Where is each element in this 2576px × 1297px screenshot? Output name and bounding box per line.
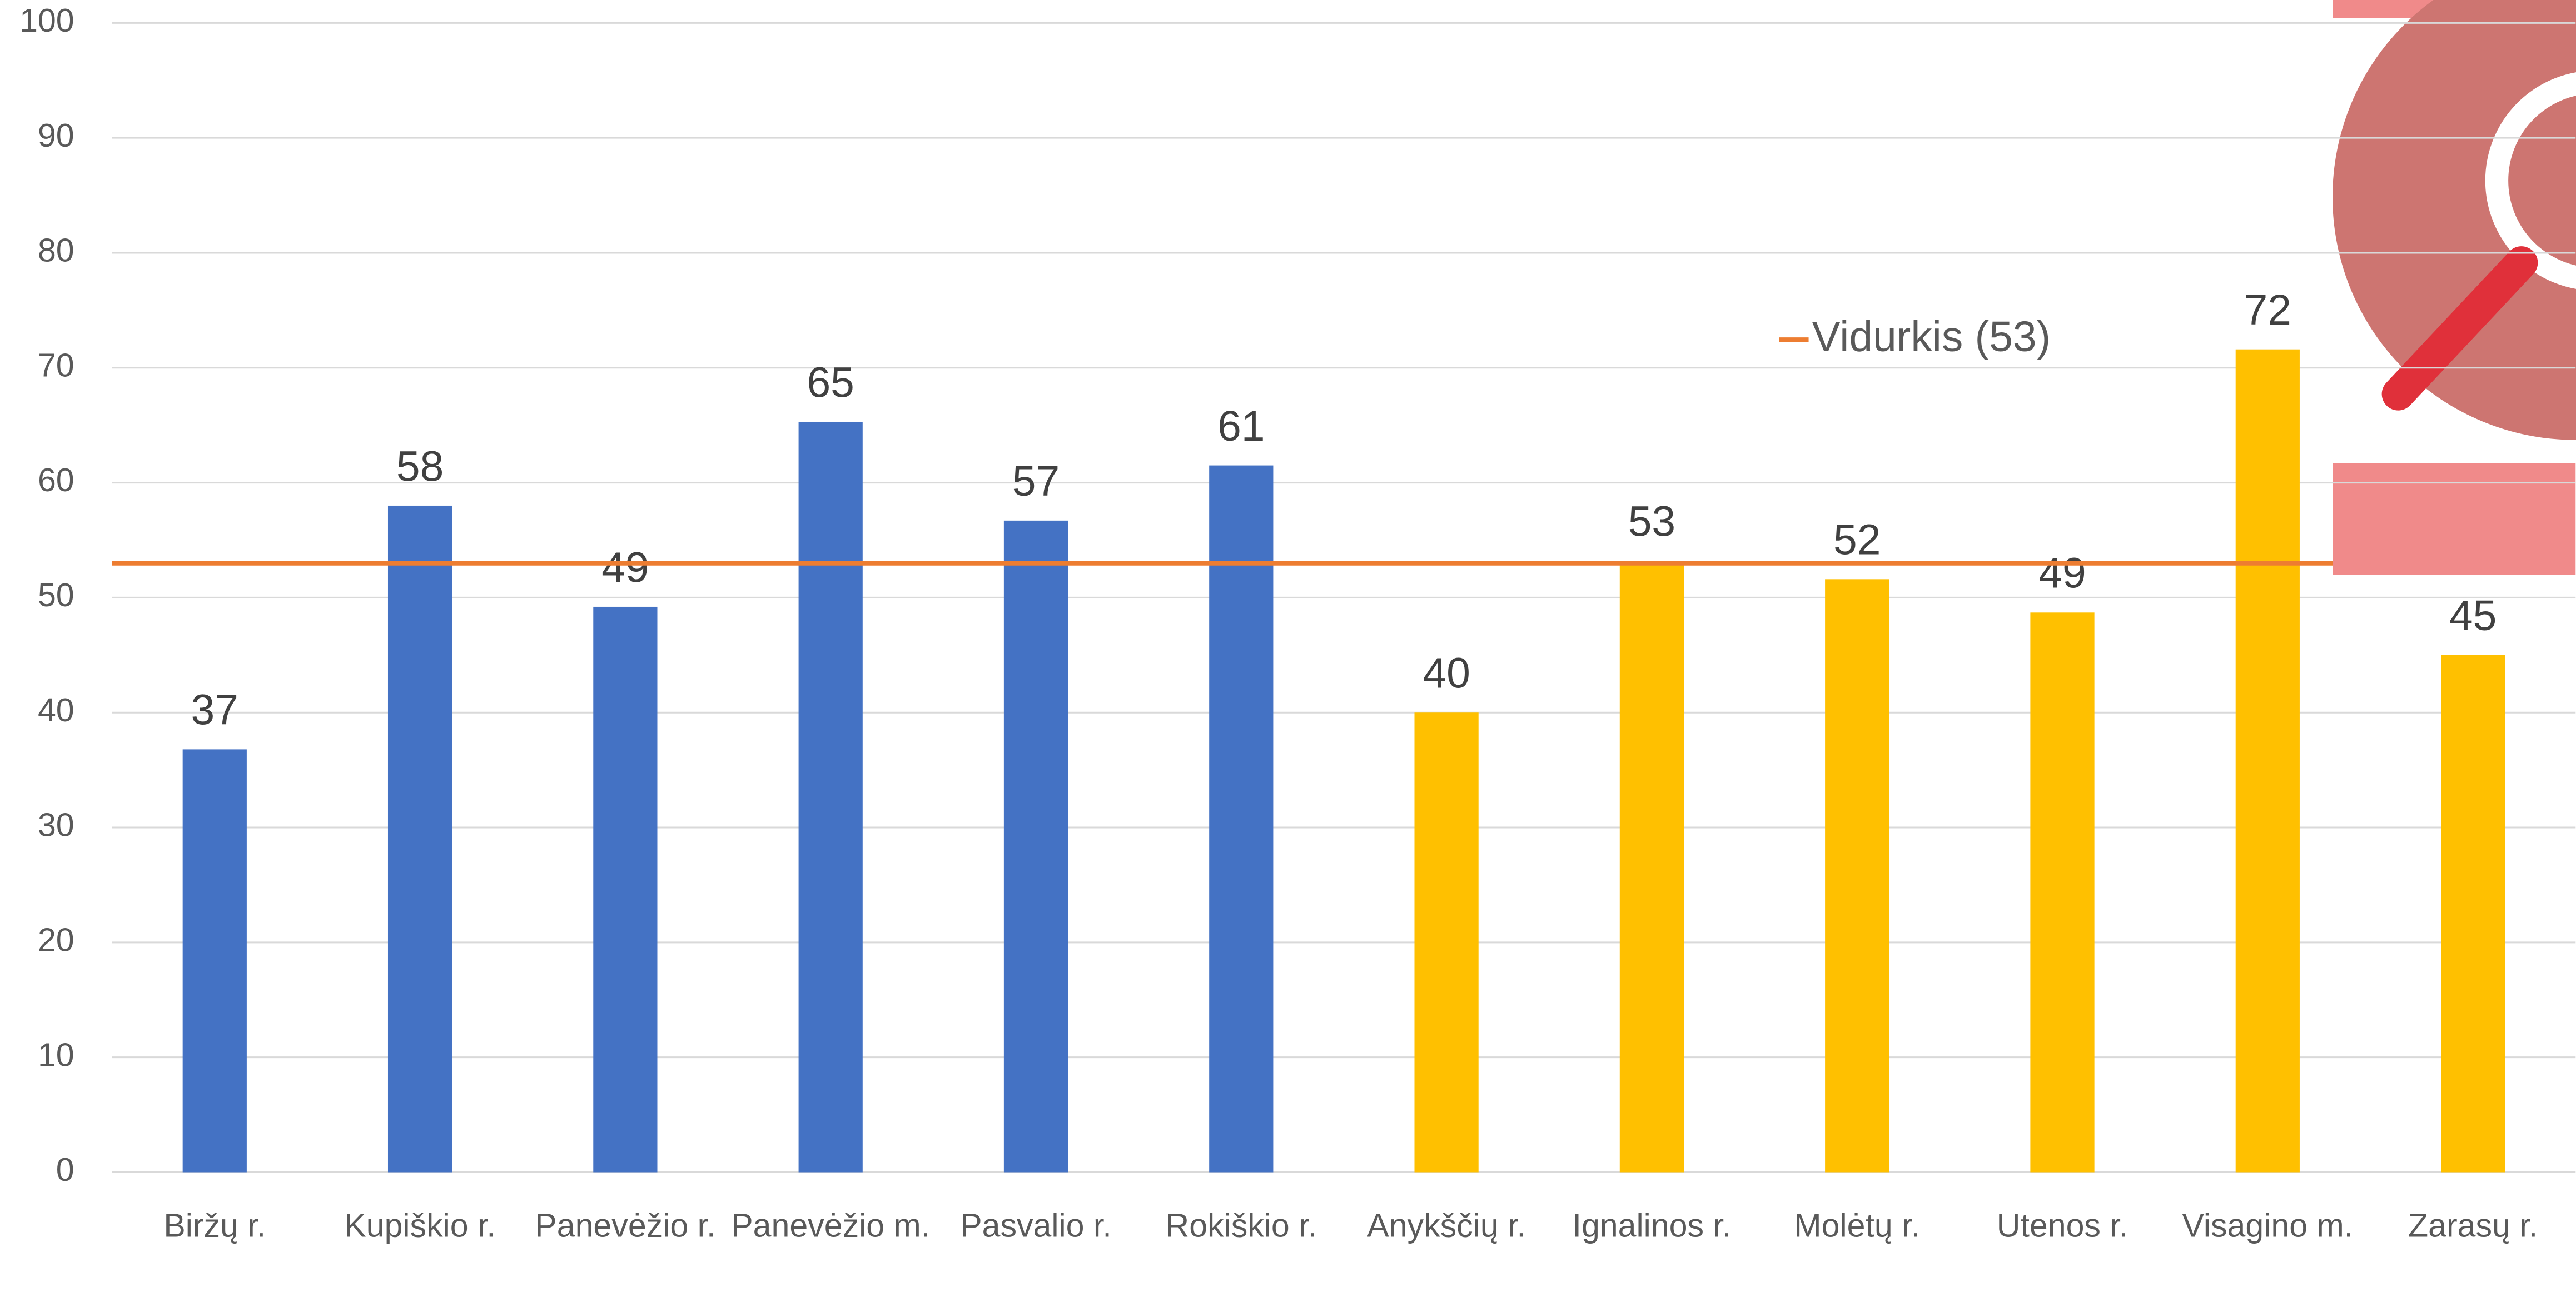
decor-handle bbox=[2381, 246, 2538, 411]
bar bbox=[1003, 520, 1068, 1173]
data-label: 49 bbox=[2038, 550, 2086, 597]
data-label: 52 bbox=[1833, 516, 1881, 564]
bars bbox=[182, 349, 2505, 1173]
x-tick-label: Ignalinos r. bbox=[1573, 1208, 1732, 1244]
data-label: 57 bbox=[1012, 457, 1060, 505]
bar bbox=[2441, 655, 2505, 1173]
data-label: 58 bbox=[396, 442, 444, 490]
x-tick-label: Visagino m. bbox=[2182, 1208, 2354, 1244]
y-tick-label: 70 bbox=[38, 347, 74, 383]
y-tick-label: 0 bbox=[56, 1151, 74, 1188]
x-tick-label: Utenos r. bbox=[1997, 1208, 2128, 1244]
bar bbox=[1619, 561, 1684, 1173]
y-tick-label: 20 bbox=[38, 921, 74, 958]
bar bbox=[182, 749, 247, 1173]
data-label: 53 bbox=[1628, 498, 1675, 546]
data-label: 40 bbox=[1423, 650, 1470, 697]
bar bbox=[1414, 712, 1479, 1173]
decor-rect bbox=[2333, 463, 2576, 575]
bar bbox=[2235, 349, 2300, 1173]
bar bbox=[593, 606, 658, 1173]
y-tick-label: 100 bbox=[19, 2, 74, 39]
legend-label: Vidurkis (53) bbox=[1812, 313, 2051, 361]
y-tick-label: 90 bbox=[38, 117, 74, 154]
decor-circle bbox=[2333, 0, 2576, 440]
y-tick-label: 80 bbox=[38, 232, 74, 269]
x-tick-label: Panevėžio r. bbox=[535, 1208, 715, 1244]
x-tick-label: Panevėžio m. bbox=[731, 1208, 930, 1244]
x-tick-label: Molėtų r. bbox=[1794, 1208, 1920, 1244]
x-tick-label: Rokiškio r. bbox=[1166, 1208, 1317, 1244]
y-tick-label: 60 bbox=[38, 462, 74, 498]
y-tick-label: 10 bbox=[38, 1036, 74, 1073]
x-tick-label: Biržų r. bbox=[163, 1208, 266, 1244]
data-label: 61 bbox=[1217, 402, 1265, 450]
data-label: 72 bbox=[2244, 286, 2291, 334]
data-label: 37 bbox=[191, 686, 238, 734]
bar bbox=[2030, 612, 2095, 1173]
x-tick-label: Kupiškio r. bbox=[344, 1208, 496, 1244]
decorative-image bbox=[2333, 0, 2576, 575]
bar bbox=[798, 421, 863, 1173]
x-tick-label: Pasvalio r. bbox=[960, 1208, 1112, 1244]
y-tick-label: 30 bbox=[38, 807, 74, 844]
x-tick-label: Zarasų r. bbox=[2408, 1208, 2538, 1244]
bar bbox=[387, 505, 452, 1173]
grid: 0 10 20 30 40 50 60 70 80 90 100 bbox=[19, 2, 2576, 1188]
bar bbox=[1209, 465, 1274, 1173]
decor-lens bbox=[2485, 72, 2576, 289]
data-label: 49 bbox=[601, 543, 649, 591]
x-tick-label: Anykščių r. bbox=[1367, 1208, 1526, 1244]
data-label: 45 bbox=[2449, 592, 2497, 640]
bar bbox=[1825, 579, 1889, 1173]
y-tick-label: 40 bbox=[38, 692, 74, 729]
data-label: 65 bbox=[807, 358, 854, 406]
y-tick-label: 50 bbox=[38, 577, 74, 613]
